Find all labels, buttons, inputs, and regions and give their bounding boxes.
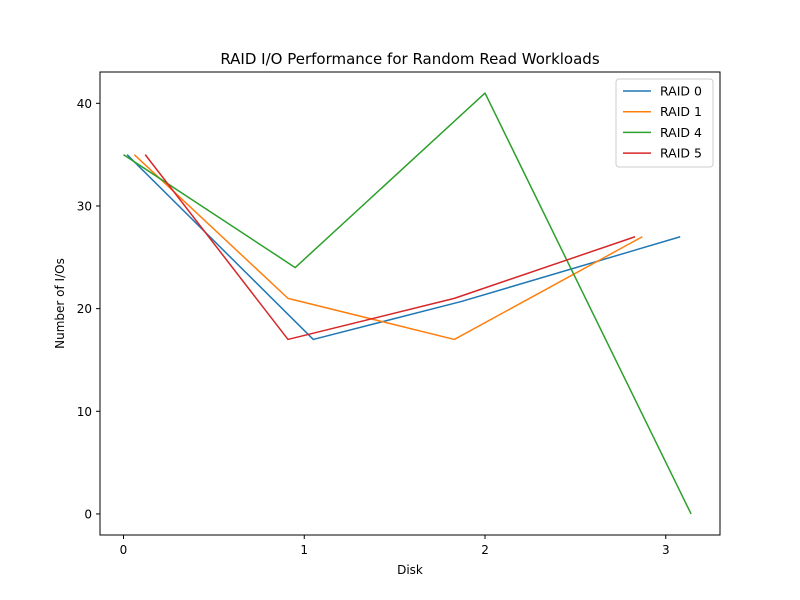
legend: RAID 0 RAID 1 RAID 4 RAID 5 bbox=[615, 78, 714, 168]
y-tick-label: 40 bbox=[77, 97, 92, 111]
x-tick-label: 3 bbox=[662, 543, 670, 557]
x-axis: 0 1 2 3 bbox=[120, 535, 670, 557]
y-axis-label: Number of I/Os bbox=[53, 258, 67, 349]
chart-title: RAID I/O Performance for Random Read Wor… bbox=[220, 50, 599, 68]
plot-lines bbox=[123, 92, 692, 515]
legend-label-raid-0: RAID 0 bbox=[660, 84, 702, 99]
legend-label-raid-4: RAID 4 bbox=[660, 125, 702, 140]
x-tick-label: 0 bbox=[120, 543, 128, 557]
y-tick-label: 20 bbox=[77, 302, 92, 316]
y-tick-label: 0 bbox=[84, 507, 92, 521]
y-tick-label: 10 bbox=[77, 405, 92, 419]
legend-box bbox=[615, 78, 714, 168]
x-axis-label: Disk bbox=[397, 563, 423, 577]
y-axis: 0 10 20 30 40 bbox=[77, 97, 100, 521]
series-line-raid-5 bbox=[144, 154, 636, 341]
series-line-raid-4 bbox=[123, 92, 692, 515]
y-tick-label: 30 bbox=[77, 199, 92, 213]
x-tick-label: 1 bbox=[300, 543, 308, 557]
x-tick-label: 2 bbox=[481, 543, 489, 557]
legend-label-raid-1: RAID 1 bbox=[660, 104, 702, 119]
legend-label-raid-5: RAID 5 bbox=[660, 146, 702, 161]
plot-frame bbox=[99, 71, 721, 536]
